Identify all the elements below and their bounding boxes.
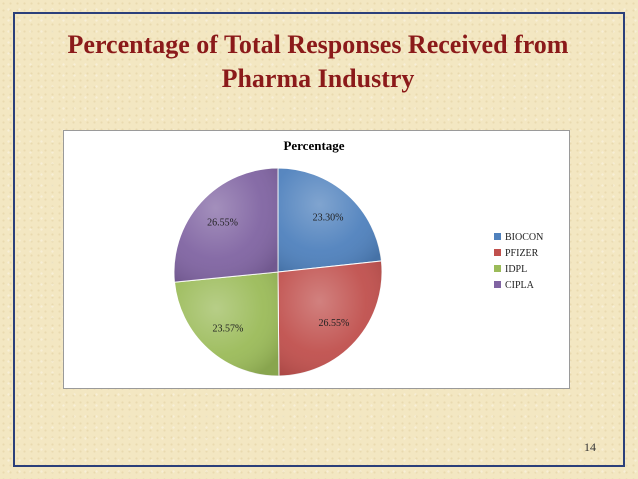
data-label-cipla: 26.55% bbox=[207, 218, 238, 229]
legend-swatch-pfizer bbox=[494, 249, 501, 256]
chart-legend: BIOCON PFIZER IDPL CIPLA bbox=[494, 232, 543, 291]
legend-swatch-biocon bbox=[494, 233, 501, 240]
pie-slice-shading-idpl bbox=[174, 272, 279, 376]
pie-data-labels: 23.30% 26.55% 23.57% 26.55% bbox=[207, 212, 349, 334]
data-label-pfizer: 26.55% bbox=[318, 318, 349, 329]
slide-title: Percentage of Total Responses Received f… bbox=[30, 28, 606, 96]
chart-title: Percentage bbox=[283, 138, 344, 153]
slide-title-line-1: Percentage of Total Responses Received f… bbox=[67, 30, 569, 59]
data-label-idpl: 23.57% bbox=[213, 324, 244, 335]
legend-swatch-idpl bbox=[494, 265, 501, 272]
pie-chart-svg: Percentage 23.30% 26.55% 23.57% 26.55% BIOC… bbox=[173, 138, 543, 377]
pie-slice-shading-biocon bbox=[278, 168, 382, 272]
slide-title-line-2: Pharma Industry bbox=[221, 64, 415, 93]
legend-label-biocon: BIOCON bbox=[505, 232, 543, 243]
legend-label-idpl: IDPL bbox=[505, 264, 527, 275]
slide-frame bbox=[13, 12, 625, 467]
page-number: 14 bbox=[584, 440, 596, 454]
data-label-biocon: 23.30% bbox=[313, 212, 344, 223]
pie-chart: Percentage 23.30% 26.55% 23.57% 26.55% BIOC… bbox=[63, 130, 570, 389]
pie-slice-shading-pfizer bbox=[278, 260, 382, 376]
legend-label-pfizer: PFIZER bbox=[505, 248, 539, 259]
legend-swatch-cipla bbox=[494, 281, 501, 288]
pie-slice-shading-cipla bbox=[174, 168, 278, 283]
pie-slices bbox=[173, 167, 383, 377]
legend-label-cipla: CIPLA bbox=[505, 280, 535, 291]
